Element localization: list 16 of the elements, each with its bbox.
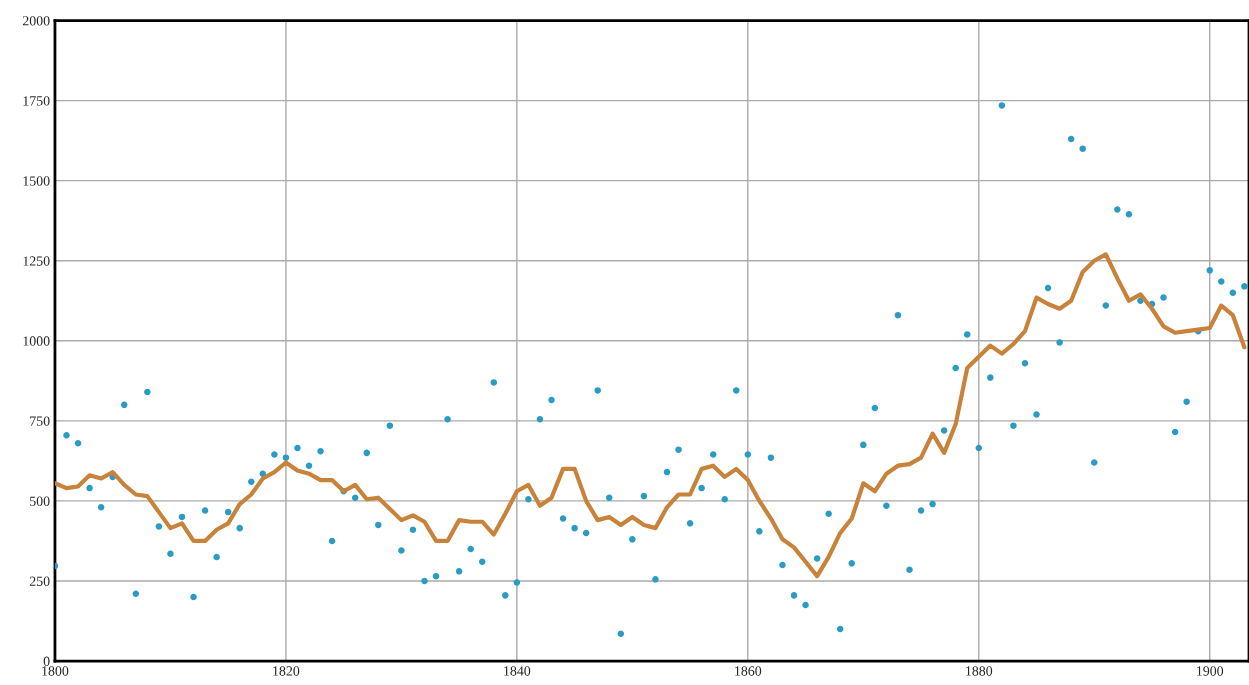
x-tick-label: 1880 bbox=[966, 666, 993, 676]
y-tick-label: 750 bbox=[30, 416, 50, 426]
x-tick-label: 1800 bbox=[42, 666, 69, 676]
x-tick-label: 1820 bbox=[273, 666, 300, 676]
x-tick-label: 1900 bbox=[1197, 666, 1224, 676]
y-tick-label: 1750 bbox=[23, 96, 50, 106]
y-tick-label: 500 bbox=[30, 496, 50, 506]
y-tick-label: 1250 bbox=[23, 256, 50, 266]
y-tick-label: 250 bbox=[29, 576, 50, 586]
y-tick-label: 1000 bbox=[23, 336, 50, 346]
x-tick-label: 1840 bbox=[504, 666, 531, 676]
y-tick-label: 1500 bbox=[23, 176, 50, 186]
line-series bbox=[54, 252, 1247, 579]
y-tick-label: 0 bbox=[43, 656, 50, 666]
x-tick-label: 1860 bbox=[735, 666, 762, 676]
y-tick-label: 2000 bbox=[22, 16, 50, 26]
